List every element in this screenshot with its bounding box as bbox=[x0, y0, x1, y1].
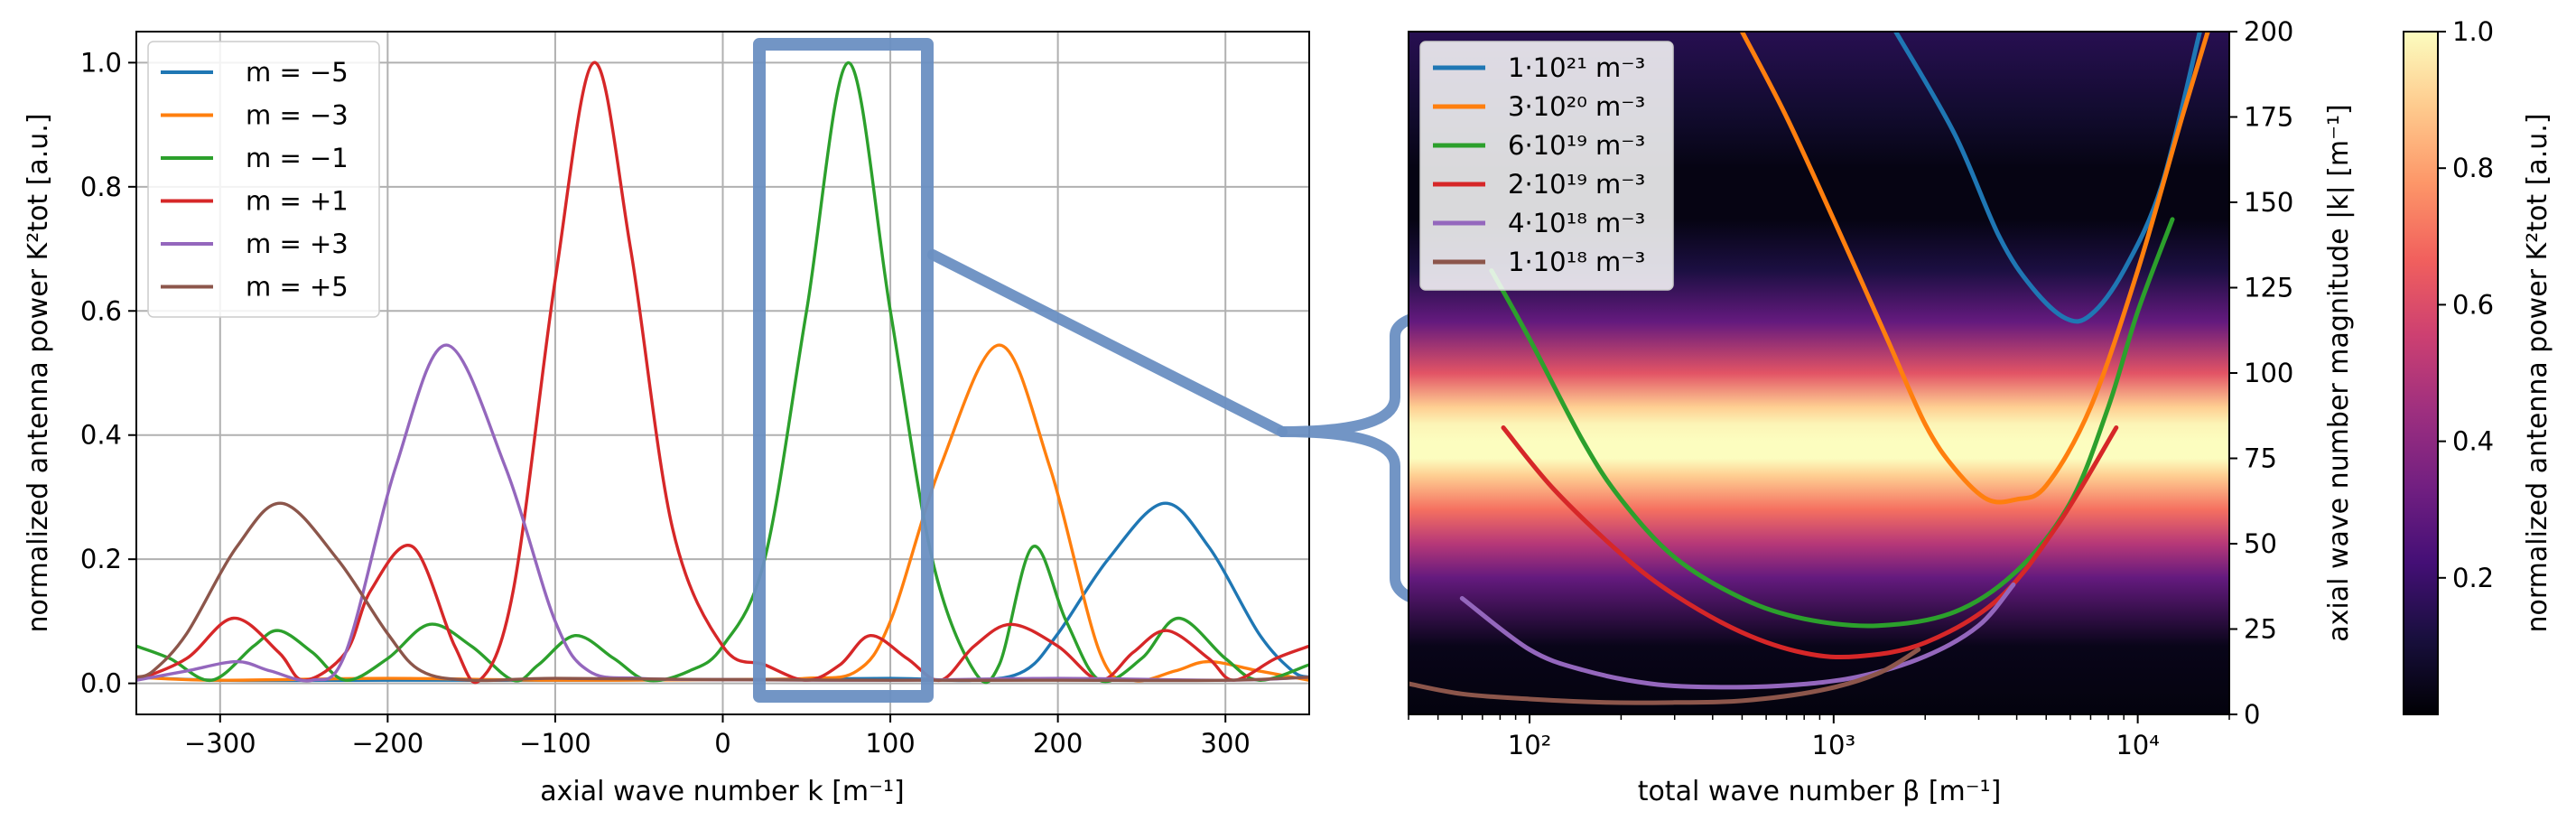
left-x-tick-label: 100 bbox=[865, 728, 915, 759]
right-y-tick-label: 150 bbox=[2244, 187, 2293, 218]
left-legend-label: m = +1 bbox=[246, 186, 349, 217]
left-y-tick-label: 0.2 bbox=[80, 544, 122, 574]
left-y-tick-label: 0.4 bbox=[80, 420, 122, 451]
zoom-connector bbox=[927, 249, 1288, 437]
colorbar-tick-label: 0.4 bbox=[2452, 426, 2494, 457]
left-x-tick-label: −200 bbox=[352, 728, 424, 759]
colorbar-tick-label: 0.8 bbox=[2452, 153, 2494, 183]
left-x-tick-label: 200 bbox=[1033, 728, 1083, 759]
zoom-highlight bbox=[753, 38, 1486, 703]
left-legend-label: m = −5 bbox=[246, 57, 349, 88]
right-legend-box bbox=[1419, 41, 1674, 291]
right-legend-label: 1·10²¹ m⁻³ bbox=[1508, 52, 1645, 83]
right-y-tick-label: 100 bbox=[2244, 358, 2293, 388]
right-series-line bbox=[1739, 32, 2210, 505]
right-y-axis-label: axial wave number magnitude |k| [m⁻¹] bbox=[2323, 104, 2355, 641]
left-legend: m = −5 m = −3 m = −1 m = +1 m = +3 m = +5 bbox=[147, 41, 380, 318]
colorbar bbox=[2403, 31, 2439, 715]
left-series-line bbox=[136, 501, 1309, 683]
right-x-tick-label: 10³ bbox=[1812, 730, 1856, 760]
left-x-tick-label: 0 bbox=[714, 728, 730, 759]
right-y-ticks: 0 25 50 75 100 125 150 175 200 bbox=[2229, 16, 2293, 730]
left-legend-box bbox=[147, 41, 380, 318]
colorbar-ticks: 0.2 0.4 0.6 0.8 1.0 bbox=[2438, 16, 2494, 593]
right-legend-label: 2·10¹⁹ m⁻³ bbox=[1508, 169, 1645, 200]
left-legend-label: m = −1 bbox=[246, 143, 349, 173]
left-y-tick-label: 0.6 bbox=[80, 295, 122, 326]
right-series-line bbox=[1489, 217, 2175, 629]
right-y-tick-label: 75 bbox=[2244, 443, 2277, 474]
left-x-axis-label: axial wave number k [m⁻¹] bbox=[540, 776, 904, 807]
left-x-ticks: −300 −200 −100 0 100 200 300 bbox=[184, 714, 1251, 759]
left-y-tick-label: 1.0 bbox=[80, 47, 122, 78]
right-y-tick-label: 50 bbox=[2244, 528, 2277, 559]
right-series-line bbox=[1459, 582, 2016, 690]
left-y-ticks: 0.0 0.2 0.4 0.6 0.8 1.0 bbox=[80, 47, 136, 699]
left-x-tick-label: −100 bbox=[519, 728, 591, 759]
colorbar-tick-label: 1.0 bbox=[2452, 16, 2494, 47]
right-legend-label: 4·10¹⁸ m⁻³ bbox=[1508, 208, 1645, 238]
right-series-line bbox=[1501, 425, 2119, 660]
left-x-tick-label: −300 bbox=[184, 728, 256, 759]
left-y-tick-label: 0.8 bbox=[80, 172, 122, 202]
right-y-tick-label: 125 bbox=[2244, 273, 2293, 303]
right-x-tick-label: 10² bbox=[1508, 730, 1552, 760]
colorbar-tick-label: 0.6 bbox=[2452, 289, 2494, 320]
right-y-tick-label: 25 bbox=[2244, 614, 2277, 645]
right-y-tick-label: 175 bbox=[2244, 102, 2293, 133]
left-x-tick-label: 300 bbox=[1201, 728, 1251, 759]
right-y-tick-label: 200 bbox=[2244, 16, 2293, 47]
right-legend-label: 6·10¹⁹ m⁻³ bbox=[1508, 130, 1645, 161]
right-series-line bbox=[1409, 647, 1921, 705]
left-series-line bbox=[136, 61, 1309, 685]
zoom-box bbox=[753, 38, 934, 703]
right-x-ticks: 10² 10³ 10⁴ bbox=[1408, 714, 2230, 760]
left-legend-label: m = +5 bbox=[246, 272, 349, 303]
right-series-lines bbox=[1409, 32, 2210, 705]
right-legend-label: 1·10¹⁸ m⁻³ bbox=[1508, 247, 1645, 277]
colorbar-label: normalized antenna power K²tot [a.u.] bbox=[2522, 113, 2553, 632]
left-legend-label: m = −3 bbox=[246, 100, 349, 131]
right-legend: 1·10²¹ m⁻³ 3·10²⁰ m⁻³ 6·10¹⁹ m⁻³ 2·10¹⁹ m⁻³… bbox=[1419, 41, 1674, 291]
right-x-axis-label: total wave number β [m⁻¹] bbox=[1638, 776, 2002, 807]
right-legend-label: 3·10²⁰ m⁻³ bbox=[1508, 91, 1645, 122]
zoom-brace bbox=[1277, 305, 1486, 612]
right-x-tick-label: 10⁴ bbox=[2116, 730, 2160, 760]
colorbar-tick-label: 0.2 bbox=[2452, 563, 2494, 593]
left-y-tick-label: 0.0 bbox=[80, 668, 122, 699]
left-series-lines bbox=[136, 61, 1309, 685]
left-legend-label: m = +3 bbox=[246, 228, 349, 259]
left-y-axis-label: normalized antenna power K²tot [a.u.] bbox=[23, 113, 54, 632]
right-y-tick-label: 0 bbox=[2244, 699, 2260, 730]
